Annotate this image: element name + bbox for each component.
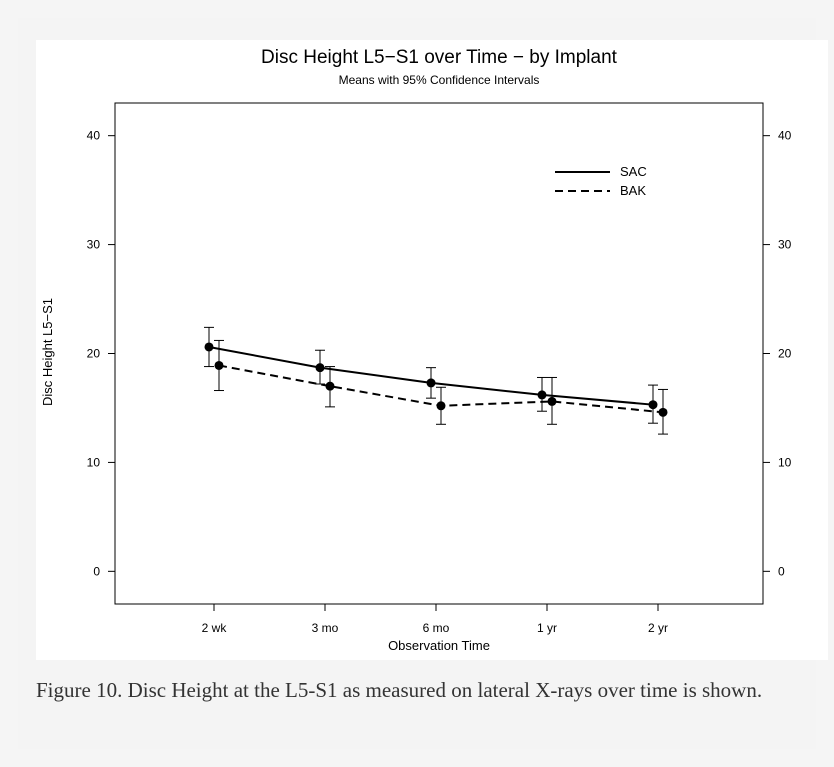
y-tick-label-left: 30 [87, 238, 101, 252]
y-tick-label-right: 40 [778, 129, 792, 143]
chart-svg: Disc Height L5−S1 over Time − by Implant… [40, 47, 792, 653]
data-point-bak [547, 396, 557, 406]
data-point-sac [648, 400, 658, 410]
data-point-sac [315, 363, 325, 373]
legend-label-bak: BAK [620, 183, 646, 198]
x-tick-label: 1 yr [537, 621, 557, 635]
y-tick-label-right: 20 [778, 347, 792, 361]
chart-panel: Disc Height L5−S1 over Time − by Implant… [36, 40, 828, 660]
plot-frame [114, 102, 764, 605]
data-point-bak [658, 407, 668, 417]
figure-caption: Figure 10. Disc Height at the L5-S1 as m… [36, 678, 763, 702]
data-point-sac [204, 342, 214, 352]
data-point-sac [426, 378, 436, 388]
y-axis-label: Disc Height L5−S1 [40, 298, 55, 406]
x-tick-label: 2 yr [648, 621, 668, 635]
x-tick-label: 2 wk [202, 621, 228, 635]
y-tick-label-right: 0 [778, 564, 785, 578]
y-tick-label-right: 30 [778, 238, 792, 252]
data-point-bak [214, 360, 224, 370]
y-tick-label-left: 20 [87, 347, 101, 361]
legend-label-sac: SAC [620, 164, 647, 179]
data-point-bak [325, 381, 335, 391]
chart-title: Disc Height L5−S1 over Time − by Implant [261, 47, 618, 68]
x-tick-label: 3 mo [312, 621, 339, 635]
y-tick-label-right: 10 [778, 455, 792, 469]
x-tick-label: 6 mo [423, 621, 450, 635]
y-tick-label-left: 0 [93, 564, 100, 578]
data-point-bak [436, 401, 446, 411]
chart-subtitle: Means with 95% Confidence Intervals [339, 73, 540, 87]
x-axis-label: Observation Time [388, 638, 490, 653]
y-tick-label-left: 40 [87, 129, 101, 143]
y-tick-label-left: 10 [87, 455, 101, 469]
data-point-sac [537, 390, 547, 400]
